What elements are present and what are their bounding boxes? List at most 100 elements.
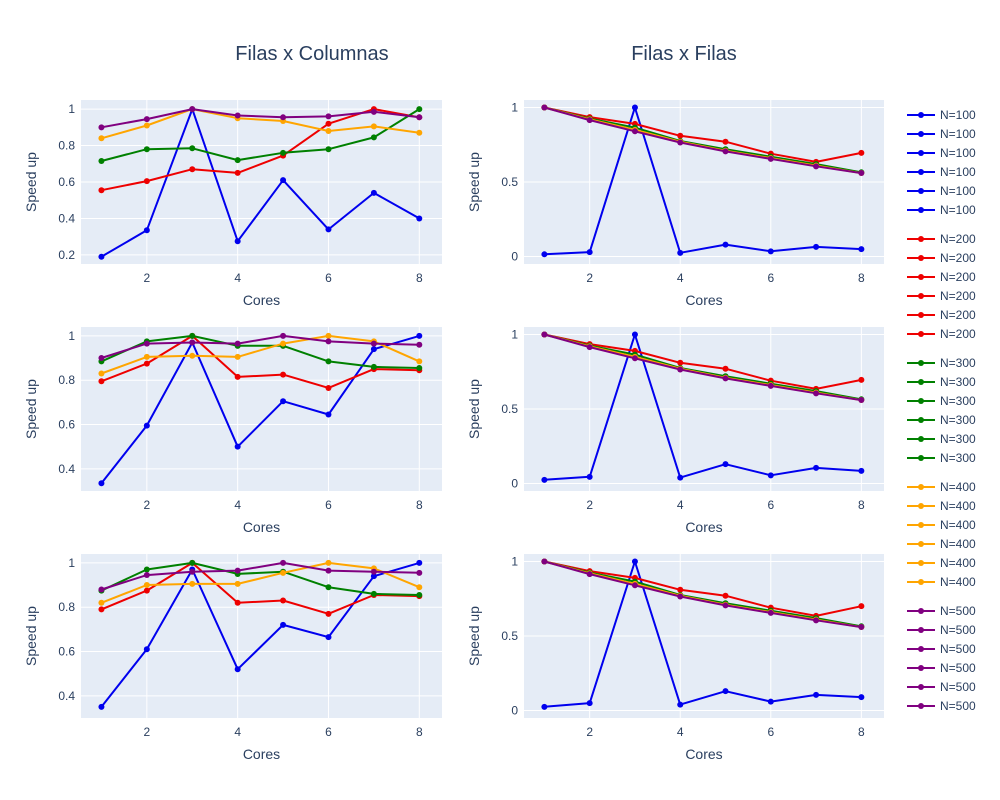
data-point xyxy=(858,376,865,383)
data-point xyxy=(416,341,423,348)
legend-marker xyxy=(918,274,924,280)
data-point xyxy=(722,241,729,248)
legend-item[interactable]: N=400 xyxy=(907,556,976,570)
legend-label: N=500 xyxy=(940,699,976,713)
legend-item[interactable]: N=500 xyxy=(907,642,976,656)
legend-marker xyxy=(918,331,924,337)
x-tick-label: 2 xyxy=(143,271,150,285)
data-point xyxy=(143,422,150,429)
legend-item[interactable]: N=100 xyxy=(907,146,976,160)
legend-item[interactable]: N=500 xyxy=(907,680,976,694)
legend-item[interactable]: N=300 xyxy=(907,394,976,408)
legend-item[interactable]: N=200 xyxy=(907,289,976,303)
legend-label: N=300 xyxy=(940,394,976,408)
data-point xyxy=(677,132,684,139)
y-tick-label: 0 xyxy=(511,704,518,718)
legend-item[interactable]: N=200 xyxy=(907,327,976,341)
data-point xyxy=(722,365,729,372)
legend-item[interactable]: N=300 xyxy=(907,451,976,465)
data-point xyxy=(813,163,820,170)
left-column-title: Filas x Columnas xyxy=(235,43,388,65)
legend-item[interactable]: N=300 xyxy=(907,356,976,370)
legend-label: N=100 xyxy=(940,127,976,141)
data-point xyxy=(541,331,548,338)
legend-item[interactable]: N=400 xyxy=(907,480,976,494)
data-point xyxy=(722,148,729,155)
legend-item[interactable]: N=400 xyxy=(907,575,976,589)
x-axis-label: Cores xyxy=(685,292,722,308)
data-point xyxy=(189,559,196,566)
data-point xyxy=(722,375,729,382)
series-line xyxy=(544,560,862,617)
legend-item[interactable]: N=500 xyxy=(907,623,976,637)
legend-item[interactable]: N=500 xyxy=(907,604,976,618)
legend-marker xyxy=(918,150,924,156)
legend-item[interactable]: N=500 xyxy=(907,699,976,713)
data-point xyxy=(370,346,377,353)
data-point xyxy=(767,609,774,616)
right-column-title: Filas x Filas xyxy=(631,43,737,65)
data-point xyxy=(325,610,332,617)
data-point xyxy=(325,332,332,339)
legend-item[interactable]: N=300 xyxy=(907,413,976,427)
legend[interactable]: N=100 N=100 N=100 N=100 N=100 N=100 N=200 N=200… xyxy=(907,108,976,713)
legend-item[interactable]: N=300 xyxy=(907,375,976,389)
legend-item[interactable]: N=100 xyxy=(907,203,976,217)
series-N=300 xyxy=(98,559,423,598)
data-point xyxy=(370,123,377,130)
series-line xyxy=(544,106,862,174)
legend-label: N=200 xyxy=(940,289,976,303)
y-tick-label: 1 xyxy=(511,554,518,568)
data-point xyxy=(541,104,548,111)
legend-marker xyxy=(918,360,924,366)
series-line xyxy=(101,334,420,359)
data-point xyxy=(325,559,332,566)
legend-item[interactable]: N=100 xyxy=(907,108,976,122)
legend-item[interactable]: N=100 xyxy=(907,165,976,179)
legend-item[interactable]: N=100 xyxy=(907,127,976,141)
data-point xyxy=(189,106,196,113)
legend-marker xyxy=(918,703,924,709)
legend-marker xyxy=(918,579,924,585)
legend-marker xyxy=(918,379,924,385)
legend-item[interactable]: N=200 xyxy=(907,270,976,284)
legend-item[interactable]: N=300 xyxy=(907,432,976,446)
data-point xyxy=(586,700,593,707)
data-point xyxy=(813,464,820,471)
legend-item[interactable]: N=200 xyxy=(907,232,976,246)
series-line xyxy=(101,108,420,129)
x-tick-label: 2 xyxy=(586,725,593,739)
data-point xyxy=(325,120,332,127)
data-point xyxy=(280,371,287,378)
legend-marker xyxy=(918,131,924,137)
data-point xyxy=(234,238,241,245)
y-axis-label: Speed up xyxy=(23,379,39,439)
legend-label: N=400 xyxy=(940,499,976,513)
legend-marker xyxy=(918,207,924,213)
legend-label: N=300 xyxy=(940,432,976,446)
legend-item[interactable]: N=400 xyxy=(907,499,976,513)
data-point xyxy=(586,249,593,256)
plot-area xyxy=(81,327,442,491)
data-point xyxy=(858,149,865,156)
legend-item[interactable]: N=200 xyxy=(907,251,976,265)
series-line xyxy=(544,106,862,163)
series-line xyxy=(101,561,420,615)
legend-marker xyxy=(918,255,924,261)
series-line xyxy=(544,333,862,481)
legend-item[interactable]: N=400 xyxy=(907,518,976,532)
series-N=100 xyxy=(541,558,865,710)
data-point xyxy=(370,573,377,580)
legend-label: N=200 xyxy=(940,270,976,284)
legend-item[interactable]: N=200 xyxy=(907,308,976,322)
legend-item[interactable]: N=400 xyxy=(907,537,976,551)
legend-marker xyxy=(918,169,924,175)
legend-label: N=200 xyxy=(940,308,976,322)
legend-marker xyxy=(918,560,924,566)
legend-label: N=200 xyxy=(940,327,976,341)
legend-item[interactable]: N=100 xyxy=(907,184,976,198)
series-N=500 xyxy=(98,106,423,131)
data-point xyxy=(98,480,105,487)
y-tick-label: 0.4 xyxy=(58,211,75,225)
legend-item[interactable]: N=500 xyxy=(907,661,976,675)
